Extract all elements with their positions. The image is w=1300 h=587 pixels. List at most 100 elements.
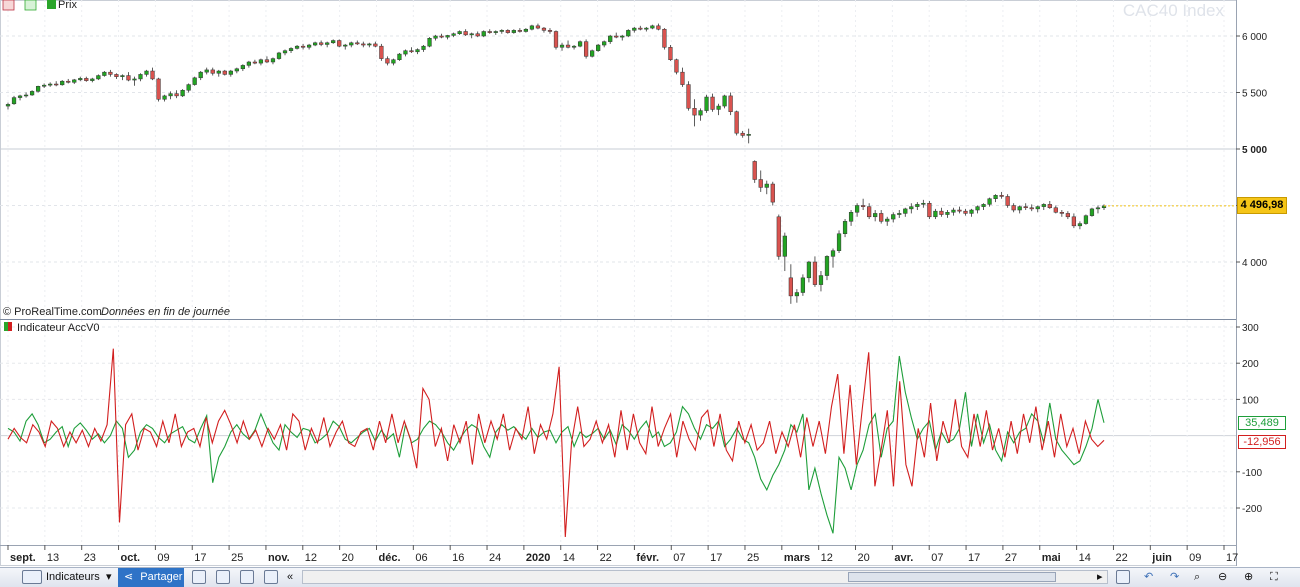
date-tick-label: nov. [268, 552, 290, 564]
down-arrow-icon[interactable] [2, 0, 15, 11]
date-tick-label: 13 [47, 552, 59, 564]
candle-body [168, 93, 173, 97]
candle-body [861, 205, 866, 207]
fullscreen-icon[interactable]: ⛶ [1270, 571, 1278, 583]
candle-body [1089, 208, 1095, 216]
redo-icon[interactable]: ↷ [1170, 571, 1180, 583]
scroll-start-icon[interactable]: « [287, 571, 294, 583]
candle-body [885, 218, 890, 222]
candle-body [294, 45, 300, 49]
share-button[interactable]: ⋖ Partager [118, 568, 184, 587]
candle-body [933, 210, 938, 218]
candle-body [54, 83, 59, 86]
candle-body [186, 84, 191, 91]
candle-body [903, 208, 908, 214]
candle-body [547, 30, 553, 32]
candle-body [571, 45, 577, 48]
undo-icon[interactable]: ↶ [1144, 571, 1154, 583]
date-tick-label: 23 [84, 552, 96, 564]
alert-icon[interactable] [216, 570, 230, 584]
indicators-button[interactable]: Indicateurs [46, 571, 100, 583]
price-tick-label: 6 000 [1242, 32, 1267, 43]
candle-body [921, 202, 926, 205]
price-tick-label: 5 500 [1242, 89, 1267, 100]
watermark-text: CAC40 Index [1123, 1, 1225, 20]
order-icon[interactable] [240, 570, 254, 584]
candle-body [487, 31, 492, 33]
green-line-last-value: 35,489 [1238, 416, 1286, 430]
indicator-tick-label: 300 [1242, 323, 1259, 334]
indicators-dropdown-icon[interactable]: ▾ [106, 571, 112, 583]
horizontal-scrollbar[interactable] [302, 570, 1108, 584]
candle-body [415, 49, 420, 53]
scroll-right-icon[interactable]: ▸ [1097, 571, 1103, 583]
candle-body [854, 205, 860, 213]
candle-body [1005, 196, 1010, 206]
candle-body [897, 213, 902, 215]
candle-body [258, 59, 264, 64]
candle-body [403, 50, 408, 55]
candle-body [662, 28, 667, 48]
candle-body [535, 25, 541, 29]
share-icon: ⋖ [124, 571, 134, 583]
zoom-out-icon[interactable]: ⊖ [1218, 571, 1228, 583]
candle-body [42, 84, 47, 87]
candle-body [981, 204, 986, 207]
date-tick-label: mars [784, 552, 810, 564]
up-arrow-icon[interactable] [24, 0, 37, 11]
candle-body [439, 35, 444, 38]
candle-body [1011, 205, 1016, 211]
candle-body [602, 41, 607, 46]
candle-body [614, 35, 619, 38]
candle-body [511, 30, 516, 33]
date-tick-label: déc. [378, 552, 400, 564]
candle-body [776, 216, 781, 257]
candle-body [523, 28, 529, 32]
calendar-icon[interactable] [1116, 570, 1130, 584]
candle-body [11, 97, 17, 105]
candle-body [391, 59, 396, 64]
pencil-icon[interactable] [264, 570, 278, 584]
date-tick-label: 22 [600, 552, 612, 564]
candle-body [951, 209, 956, 213]
candle-body [565, 44, 571, 48]
candle-body [969, 209, 974, 214]
candle-body [198, 71, 203, 79]
candle-body [517, 30, 522, 32]
candle-body [264, 59, 270, 63]
indicator-tick-label: 200 [1242, 359, 1259, 370]
candle-body [963, 210, 968, 214]
zoom-in-icon[interactable]: ⊕ [1244, 571, 1254, 583]
date-tick-label: févr. [636, 552, 659, 564]
candle-body [758, 179, 763, 188]
indicator-label: Indicateur AccV0 [17, 322, 100, 334]
candle-body [421, 45, 426, 50]
candle-body [583, 41, 589, 57]
candle-body [313, 42, 318, 46]
phone-icon[interactable] [192, 570, 206, 584]
candle-body [939, 210, 944, 215]
candle-body [987, 198, 992, 205]
candle-body [409, 50, 414, 53]
date-tick-label: 24 [489, 552, 501, 564]
candle-body [192, 77, 197, 85]
scrollbar-thumb[interactable] [848, 572, 1056, 582]
indicator-chart-icon[interactable] [22, 570, 42, 584]
candle-body [818, 275, 824, 285]
candle-body [343, 44, 348, 47]
candle-body [590, 50, 595, 57]
candle-body [222, 70, 227, 75]
candle-body [337, 40, 342, 47]
candle-body [216, 70, 221, 74]
candle-body [770, 183, 775, 203]
candle-body [252, 61, 258, 64]
candle-body [1047, 204, 1052, 209]
candle-body [1059, 212, 1064, 214]
candle-body [620, 35, 625, 38]
zoom-fit-icon[interactable]: ⌕ [1194, 571, 1201, 583]
candle-body [710, 96, 715, 110]
candle-body [680, 71, 685, 85]
candle-body [319, 42, 324, 45]
candle-body [120, 75, 125, 77]
candle-body [879, 213, 884, 222]
